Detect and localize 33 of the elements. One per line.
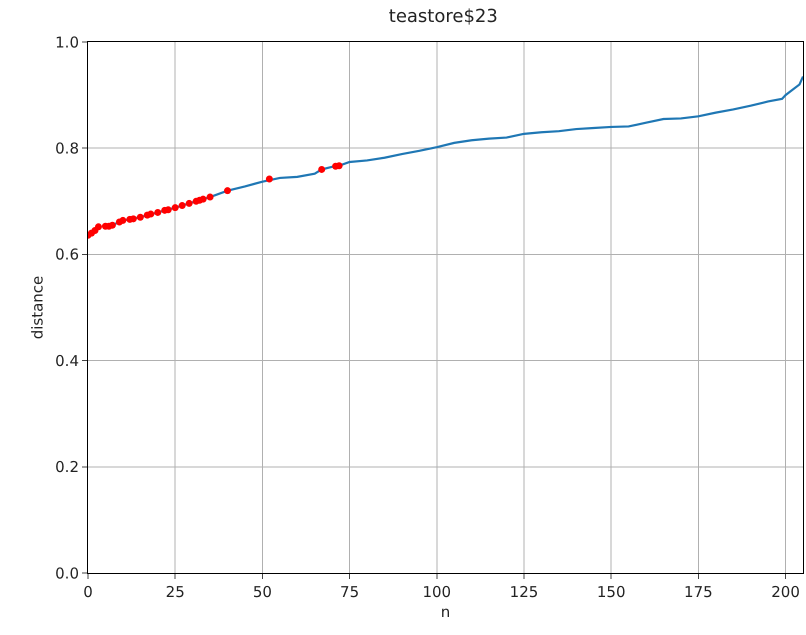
x-tick-label: 0 [83, 583, 93, 601]
point [200, 196, 207, 203]
point [154, 208, 162, 216]
point [119, 216, 126, 224]
point [136, 214, 144, 221]
y-axis-title: distance [28, 276, 46, 340]
y-tick-label: 0.2 [55, 458, 79, 476]
y-tick-label: 0.8 [55, 139, 79, 158]
y-tick-label: 1.0 [55, 33, 79, 52]
x-tick-label: 75 [340, 583, 360, 601]
x-axis-title: n [440, 603, 450, 621]
point [172, 204, 179, 212]
x-tick-label: 150 [596, 583, 626, 601]
x-tick-label: 125 [510, 583, 538, 601]
y-tick-label: 0.6 [55, 246, 79, 264]
x-tick-label: 200 [771, 583, 800, 601]
chart-title: teastore$23 [388, 6, 498, 28]
y-tick-label: 0.4 [55, 352, 79, 370]
point [266, 176, 273, 182]
point [186, 200, 193, 207]
x-tick-label: 175 [684, 583, 713, 601]
point [164, 206, 172, 214]
point [318, 166, 326, 173]
point [94, 223, 102, 230]
point [224, 187, 232, 194]
x-tick-label: 50 [252, 583, 272, 601]
point [178, 202, 186, 210]
y-tick-label: 0.0 [55, 564, 79, 582]
point [206, 194, 214, 201]
x-tick-label: 25 [166, 583, 185, 601]
point [147, 210, 154, 218]
point [108, 222, 116, 229]
x-tick-label: 100 [422, 583, 452, 601]
